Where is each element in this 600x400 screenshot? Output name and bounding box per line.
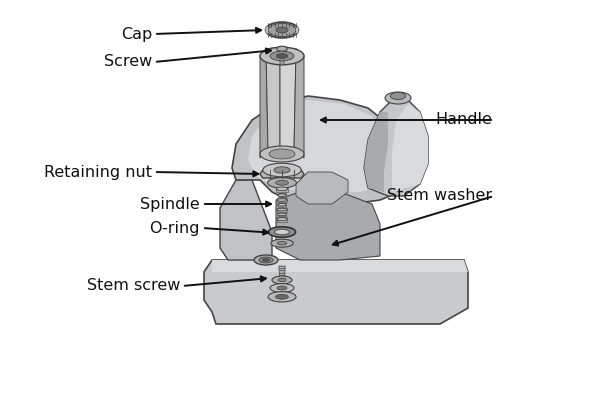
Polygon shape <box>277 208 287 212</box>
Polygon shape <box>278 193 286 197</box>
Ellipse shape <box>277 286 287 290</box>
Ellipse shape <box>277 199 287 201</box>
Polygon shape <box>204 260 468 324</box>
Ellipse shape <box>278 194 286 196</box>
Polygon shape <box>277 198 287 202</box>
Ellipse shape <box>271 239 293 247</box>
Ellipse shape <box>270 284 294 292</box>
Text: Spindle: Spindle <box>140 196 200 212</box>
Ellipse shape <box>277 241 287 245</box>
Polygon shape <box>266 47 280 152</box>
Ellipse shape <box>278 204 286 206</box>
Ellipse shape <box>277 208 287 211</box>
Text: Screw: Screw <box>104 54 152 70</box>
Ellipse shape <box>269 149 295 159</box>
Ellipse shape <box>274 167 290 173</box>
Polygon shape <box>232 96 408 204</box>
Ellipse shape <box>262 258 269 262</box>
Polygon shape <box>266 26 268 34</box>
Ellipse shape <box>278 213 286 216</box>
Ellipse shape <box>260 47 304 65</box>
Ellipse shape <box>277 187 287 190</box>
Polygon shape <box>279 266 285 278</box>
Text: Stem washer: Stem washer <box>387 188 492 204</box>
Ellipse shape <box>268 23 296 37</box>
Polygon shape <box>296 172 348 204</box>
Ellipse shape <box>385 92 411 104</box>
Polygon shape <box>276 192 380 260</box>
Polygon shape <box>260 49 268 158</box>
Polygon shape <box>392 104 428 192</box>
Ellipse shape <box>391 92 406 100</box>
Ellipse shape <box>274 229 290 235</box>
Text: Handle: Handle <box>435 112 492 128</box>
Polygon shape <box>277 186 287 192</box>
Polygon shape <box>364 100 428 196</box>
Ellipse shape <box>268 292 296 302</box>
Text: Cap: Cap <box>121 26 152 42</box>
Ellipse shape <box>277 199 287 201</box>
Ellipse shape <box>277 208 287 211</box>
Ellipse shape <box>270 51 294 61</box>
Ellipse shape <box>272 276 292 284</box>
Polygon shape <box>364 112 388 192</box>
Ellipse shape <box>266 22 298 38</box>
Ellipse shape <box>278 278 286 282</box>
Ellipse shape <box>268 178 296 188</box>
Polygon shape <box>278 203 286 207</box>
Text: O-ring: O-ring <box>149 220 200 236</box>
Polygon shape <box>277 217 287 222</box>
Ellipse shape <box>277 218 287 221</box>
Polygon shape <box>296 26 298 34</box>
Ellipse shape <box>276 27 288 33</box>
Polygon shape <box>278 212 286 216</box>
Ellipse shape <box>268 227 296 237</box>
Ellipse shape <box>278 213 286 216</box>
Text: Stem screw: Stem screw <box>86 278 180 294</box>
Ellipse shape <box>260 146 304 162</box>
Ellipse shape <box>278 194 286 196</box>
Polygon shape <box>212 260 468 272</box>
Polygon shape <box>294 49 304 158</box>
Ellipse shape <box>275 180 289 185</box>
Ellipse shape <box>277 187 287 190</box>
Text: Retaining nut: Retaining nut <box>44 164 152 180</box>
Polygon shape <box>260 170 304 178</box>
Ellipse shape <box>277 218 287 221</box>
Ellipse shape <box>277 46 287 52</box>
Ellipse shape <box>278 204 286 206</box>
Ellipse shape <box>254 255 278 265</box>
Ellipse shape <box>259 257 273 263</box>
Polygon shape <box>248 100 400 192</box>
Ellipse shape <box>263 163 301 177</box>
Polygon shape <box>220 180 272 260</box>
Polygon shape <box>280 51 284 65</box>
Ellipse shape <box>275 294 289 299</box>
Ellipse shape <box>277 54 287 58</box>
Polygon shape <box>280 47 296 152</box>
